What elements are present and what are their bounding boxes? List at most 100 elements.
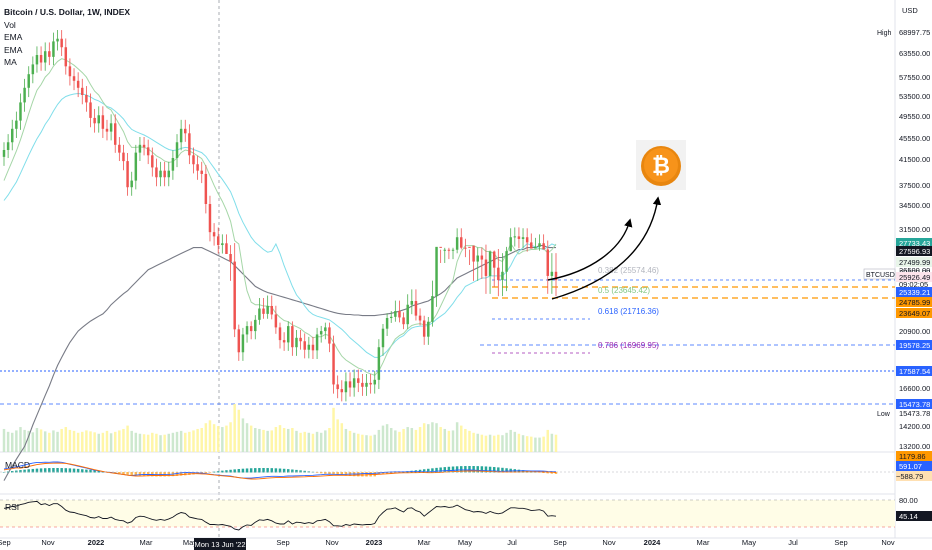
candle-16 (68, 58, 72, 86)
volume-bar-132 (546, 429, 549, 452)
volume-bar-83 (344, 428, 348, 452)
volume-bar-109 (451, 430, 455, 452)
macd-hist-70 (291, 469, 294, 473)
volume-bar-103 (427, 424, 430, 452)
volume-bar-65 (270, 430, 273, 452)
price-label-text-12: 15473.78 (899, 400, 930, 409)
candle-33 (138, 137, 142, 162)
volume-bar-113 (468, 430, 471, 452)
candle-body-0 (2, 149, 6, 157)
rsi-label[interactable]: RSI (5, 502, 20, 512)
candle-40 (167, 161, 171, 187)
volume-bar-31 (130, 430, 133, 452)
candle-body-72 (299, 337, 302, 342)
candle-60 (249, 321, 253, 340)
fib-label-2: 0.618 (21716.36) (598, 307, 659, 316)
candle-body-96 (398, 311, 401, 318)
candle-14 (60, 30, 63, 57)
rsi-band (0, 500, 895, 527)
volume-bar-133 (550, 433, 554, 452)
candle-body-13 (56, 38, 59, 42)
volume-bar-82 (340, 423, 344, 452)
volume-bar-80 (332, 407, 335, 452)
legend-ema-2[interactable]: EMA (4, 44, 23, 55)
price-label-text-4: 26500.00 (899, 266, 930, 275)
candle-body-48 (200, 170, 203, 174)
candle-body-62 (258, 308, 261, 320)
candle-body-18 (76, 80, 80, 88)
time-axis: Sep Nov 2022 Mar May Jul Sep Nov 2023 Mar May Jul Se… (0, 538, 895, 550)
candle-62 (258, 298, 261, 325)
volume-bar-124 (513, 431, 517, 452)
price-label-bg-9 (896, 308, 932, 318)
x-tick-8: 2023 (366, 538, 383, 547)
y-tick-6: 37500.00 (899, 181, 930, 190)
candle-34 (142, 137, 146, 156)
macd-hist-12 (52, 468, 55, 473)
candle-23 (97, 106, 100, 133)
legend-vol[interactable]: Vol (4, 19, 16, 30)
x-tick-12: Sep (553, 538, 566, 547)
macd-hist-101 (418, 469, 422, 473)
macd-hist-112 (464, 466, 467, 473)
candle-117 (484, 244, 488, 294)
macd-hist-105 (435, 467, 438, 473)
macd-hist-78 (324, 472, 327, 474)
candle-58 (241, 327, 245, 361)
candle-body-22 (93, 117, 96, 124)
candle-body-74 (307, 344, 311, 350)
x-tick-11: Jul (507, 538, 517, 547)
price-label-bg-1 (896, 238, 932, 248)
volume-bar-71 (295, 430, 298, 452)
volume-bar-37 (155, 433, 158, 452)
candle-body-132 (546, 249, 549, 276)
candle-body-9 (39, 55, 43, 63)
candle-body-78 (324, 327, 327, 332)
macd-hist-13 (56, 468, 59, 473)
macd-hist-96 (398, 472, 401, 473)
price-label-11: 17587.54 (896, 366, 932, 376)
candle-body-107 (443, 249, 447, 251)
candle-body-105 (435, 246, 438, 297)
volume-bar-75 (311, 433, 315, 452)
volume-bar-112 (464, 428, 467, 452)
x-tick-15: Mar (697, 538, 710, 547)
candle-body-109 (451, 249, 455, 251)
legend-ema-1[interactable]: EMA (4, 32, 23, 42)
macd-hist-109 (451, 466, 455, 473)
price-label-12: 15473.78 (896, 399, 932, 409)
volume-bar-21 (89, 431, 92, 452)
volume-bar-73 (303, 431, 306, 452)
volume-bar-64 (266, 430, 269, 452)
macd-hist-31 (130, 472, 133, 476)
volume-bar-67 (278, 425, 282, 452)
candle-121 (501, 253, 504, 297)
volume-bar-29 (122, 428, 125, 452)
volume-bar-130 (538, 437, 541, 452)
macd-hist-16 (68, 468, 72, 473)
volume-bar-121 (501, 435, 504, 452)
macd-hist-10 (43, 468, 47, 473)
candle-body-88 (365, 382, 368, 387)
macd-hist-81 (336, 472, 339, 476)
candle-body-14 (60, 38, 63, 48)
price-label-prefix-0: High (877, 30, 892, 37)
macd-hist-19 (81, 469, 84, 473)
rsi-level: 80.00 (899, 496, 918, 505)
level-lines: 0.382 (25574.46) 0.5 (23645.42) 0.618 (217… (0, 266, 895, 405)
legend-ma[interactable]: MA (4, 57, 17, 67)
macd-hist-14 (60, 468, 63, 473)
candle-body-6 (27, 74, 30, 88)
candle-body-55 (229, 254, 232, 262)
volume-bar-7 (31, 432, 35, 452)
candle-54 (225, 234, 228, 254)
candle-body-3 (15, 120, 18, 129)
volume-bar-30 (126, 425, 129, 452)
candle-body-1 (6, 142, 10, 150)
volume-bar-58 (241, 418, 245, 452)
candle-body-110 (455, 237, 459, 250)
macd-label[interactable]: MACD (5, 460, 31, 470)
candle-body-111 (460, 237, 463, 248)
fib-label-3: 0.786 (16969.95) (598, 341, 659, 350)
candle-body-133 (550, 271, 554, 276)
